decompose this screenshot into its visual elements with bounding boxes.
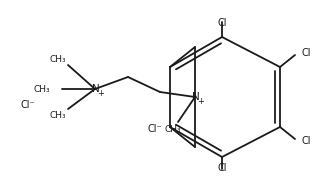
Text: CH₃: CH₃ [33,84,50,93]
Text: N: N [192,92,200,102]
Text: CH₃: CH₃ [50,110,66,119]
Text: +: + [197,96,204,105]
Text: N: N [92,84,100,94]
Text: Cl: Cl [302,136,311,146]
Text: CH₃: CH₃ [50,55,66,64]
Text: Cl⁻: Cl⁻ [148,124,162,134]
Text: Cl: Cl [217,163,227,173]
Text: +: + [98,88,104,98]
Text: Cl: Cl [217,18,227,28]
Text: Cl⁻: Cl⁻ [21,100,35,110]
Text: Cl: Cl [302,48,311,58]
Text: CH₃: CH₃ [165,125,181,135]
